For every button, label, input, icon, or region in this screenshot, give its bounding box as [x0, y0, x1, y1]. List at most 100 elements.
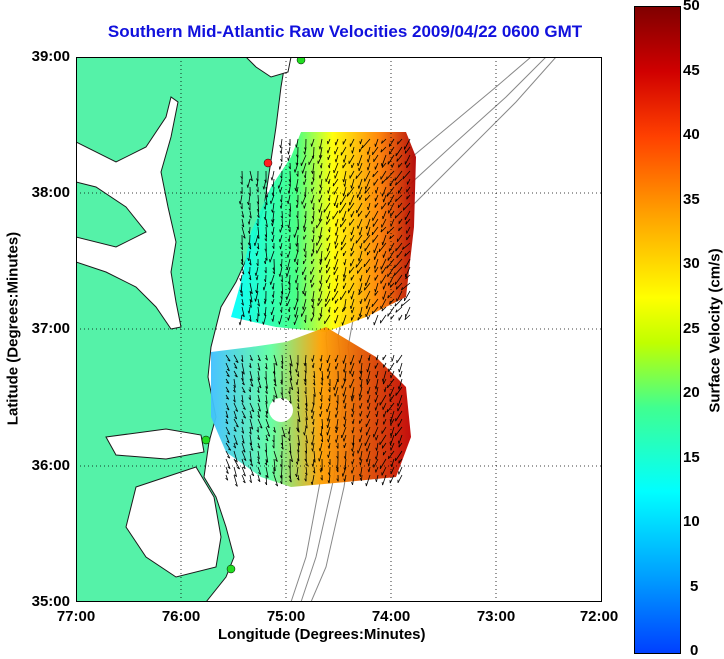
- velocity-arrow: [349, 362, 355, 374]
- velocity-arrow: [329, 162, 331, 169]
- velocity-arrow-head: [402, 207, 405, 211]
- velocity-arrow-head: [319, 413, 321, 417]
- velocity-arrow-head: [279, 229, 281, 233]
- velocity-arrow: [324, 314, 331, 325]
- velocity-arrow-head: [242, 480, 246, 484]
- velocity-arrow-head: [263, 301, 266, 305]
- velocity-arrow: [386, 186, 395, 197]
- velocity-arrow: [311, 434, 315, 446]
- velocity-arrow: [380, 258, 387, 270]
- velocity-arrow-head: [311, 298, 313, 303]
- velocity-arrow: [349, 218, 355, 226]
- velocity-arrow: [271, 306, 275, 316]
- velocity-arrow: [382, 234, 387, 246]
- chesapeake-bay: [76, 96, 182, 330]
- velocity-arrow: [289, 378, 294, 390]
- velocity-arrow-head: [343, 416, 346, 420]
- velocity-arrow-head: [343, 444, 345, 448]
- velocity-arrow: [241, 266, 245, 275]
- velocity-arrow: [366, 370, 371, 383]
- velocity-arrow-head: [251, 409, 255, 413]
- velocity-arrow-head: [286, 200, 289, 204]
- velocity-arrow-head: [319, 358, 322, 362]
- velocity-arrow: [241, 370, 244, 381]
- velocity-arrow-head: [303, 248, 306, 252]
- velocity-arrow-head: [296, 262, 298, 266]
- velocity-arrow-head: [359, 141, 361, 145]
- map-plot: [76, 57, 602, 602]
- velocity-arrow: [380, 146, 387, 153]
- velocity-arrow-head: [295, 144, 297, 148]
- y-axis-title: Latitude (Degrees:Minutes): [4, 231, 22, 426]
- velocity-arrow-head: [396, 158, 398, 162]
- velocity-arrow-head: [288, 391, 291, 395]
- velocity-arrow: [383, 378, 387, 385]
- velocity-arrow: [390, 218, 395, 227]
- velocity-arrow-head: [267, 434, 271, 437]
- velocity-arrow: [373, 154, 379, 163]
- velocity-arrow-head: [296, 449, 300, 453]
- velocity-arrow-head: [327, 198, 330, 202]
- velocity-arrow: [398, 458, 403, 464]
- velocity-arrow-head: [226, 381, 230, 384]
- velocity-arrow: [241, 210, 245, 218]
- velocity-arrow-head: [358, 313, 361, 317]
- velocity-arrow: [233, 378, 236, 388]
- velocity-arrow: [367, 162, 371, 171]
- chart-title: Southern Mid-Atlantic Raw Velocities 200…: [107, 22, 583, 41]
- y-tick: 35:00: [31, 593, 70, 610]
- velocity-arrow-head: [295, 473, 297, 477]
- velocity-arrow-head: [296, 427, 299, 431]
- velocity-arrow: [320, 250, 323, 262]
- velocity-arrow: [328, 450, 331, 458]
- velocity-arrow-head: [375, 456, 377, 460]
- velocity-arrow-head: [305, 417, 308, 421]
- velocity-arrow-head: [295, 204, 298, 209]
- velocity-arrow-head: [271, 286, 274, 290]
- colorbar-title: Surface Velocity (cm/s): [706, 248, 724, 413]
- velocity-arrow-head: [378, 248, 381, 252]
- velocity-arrow: [241, 242, 243, 250]
- velocity-arrow-head: [303, 293, 306, 297]
- velocity-arrow-head: [227, 466, 231, 470]
- velocity-arrow: [304, 242, 307, 252]
- velocity-arrow-head: [326, 418, 329, 422]
- velocity-arrow-head: [359, 376, 361, 381]
- velocity-arrow: [225, 370, 230, 377]
- velocity-arrow: [233, 410, 238, 420]
- velocity-arrow: [356, 202, 363, 214]
- velocity-arrow: [247, 178, 251, 188]
- velocity-arrow-head: [295, 369, 297, 373]
- velocity-arrow: [361, 474, 363, 481]
- velocity-arrow-head: [317, 298, 320, 302]
- velocity-arrow: [279, 186, 283, 193]
- velocity-arrow: [340, 146, 347, 156]
- velocity-arrow: [316, 242, 323, 254]
- velocity-arrow-head: [280, 455, 283, 459]
- velocity-arrow: [382, 402, 387, 410]
- velocity-arrow: [360, 362, 363, 374]
- velocity-arrow: [344, 474, 347, 482]
- velocity-arrow: [281, 362, 284, 369]
- velocity-arrow-head: [278, 273, 281, 277]
- velocity-arrow: [345, 450, 347, 460]
- velocity-arrow-head: [296, 374, 300, 377]
- velocity-arrow: [327, 210, 331, 220]
- velocity-arrow: [270, 194, 275, 204]
- velocity-arrow-head: [349, 370, 351, 374]
- velocity-arrow: [352, 418, 355, 425]
- velocity-arrow-head: [328, 461, 331, 465]
- velocity-arrow: [394, 170, 403, 181]
- velocity-arrow-head: [398, 227, 400, 231]
- y-tick: 39:00: [31, 48, 70, 65]
- velocity-arrow: [349, 378, 355, 389]
- velocity-arrow-head: [279, 189, 281, 193]
- velocity-arrow-head: [394, 432, 397, 436]
- velocity-arrow-head: [270, 177, 273, 181]
- velocity-arrow: [331, 290, 339, 301]
- velocity-arrow: [257, 402, 261, 412]
- velocity-arrow-head: [257, 399, 261, 403]
- velocity-arrow: [367, 386, 371, 395]
- velocity-arrow: [406, 162, 411, 169]
- velocity-arrow: [367, 146, 371, 155]
